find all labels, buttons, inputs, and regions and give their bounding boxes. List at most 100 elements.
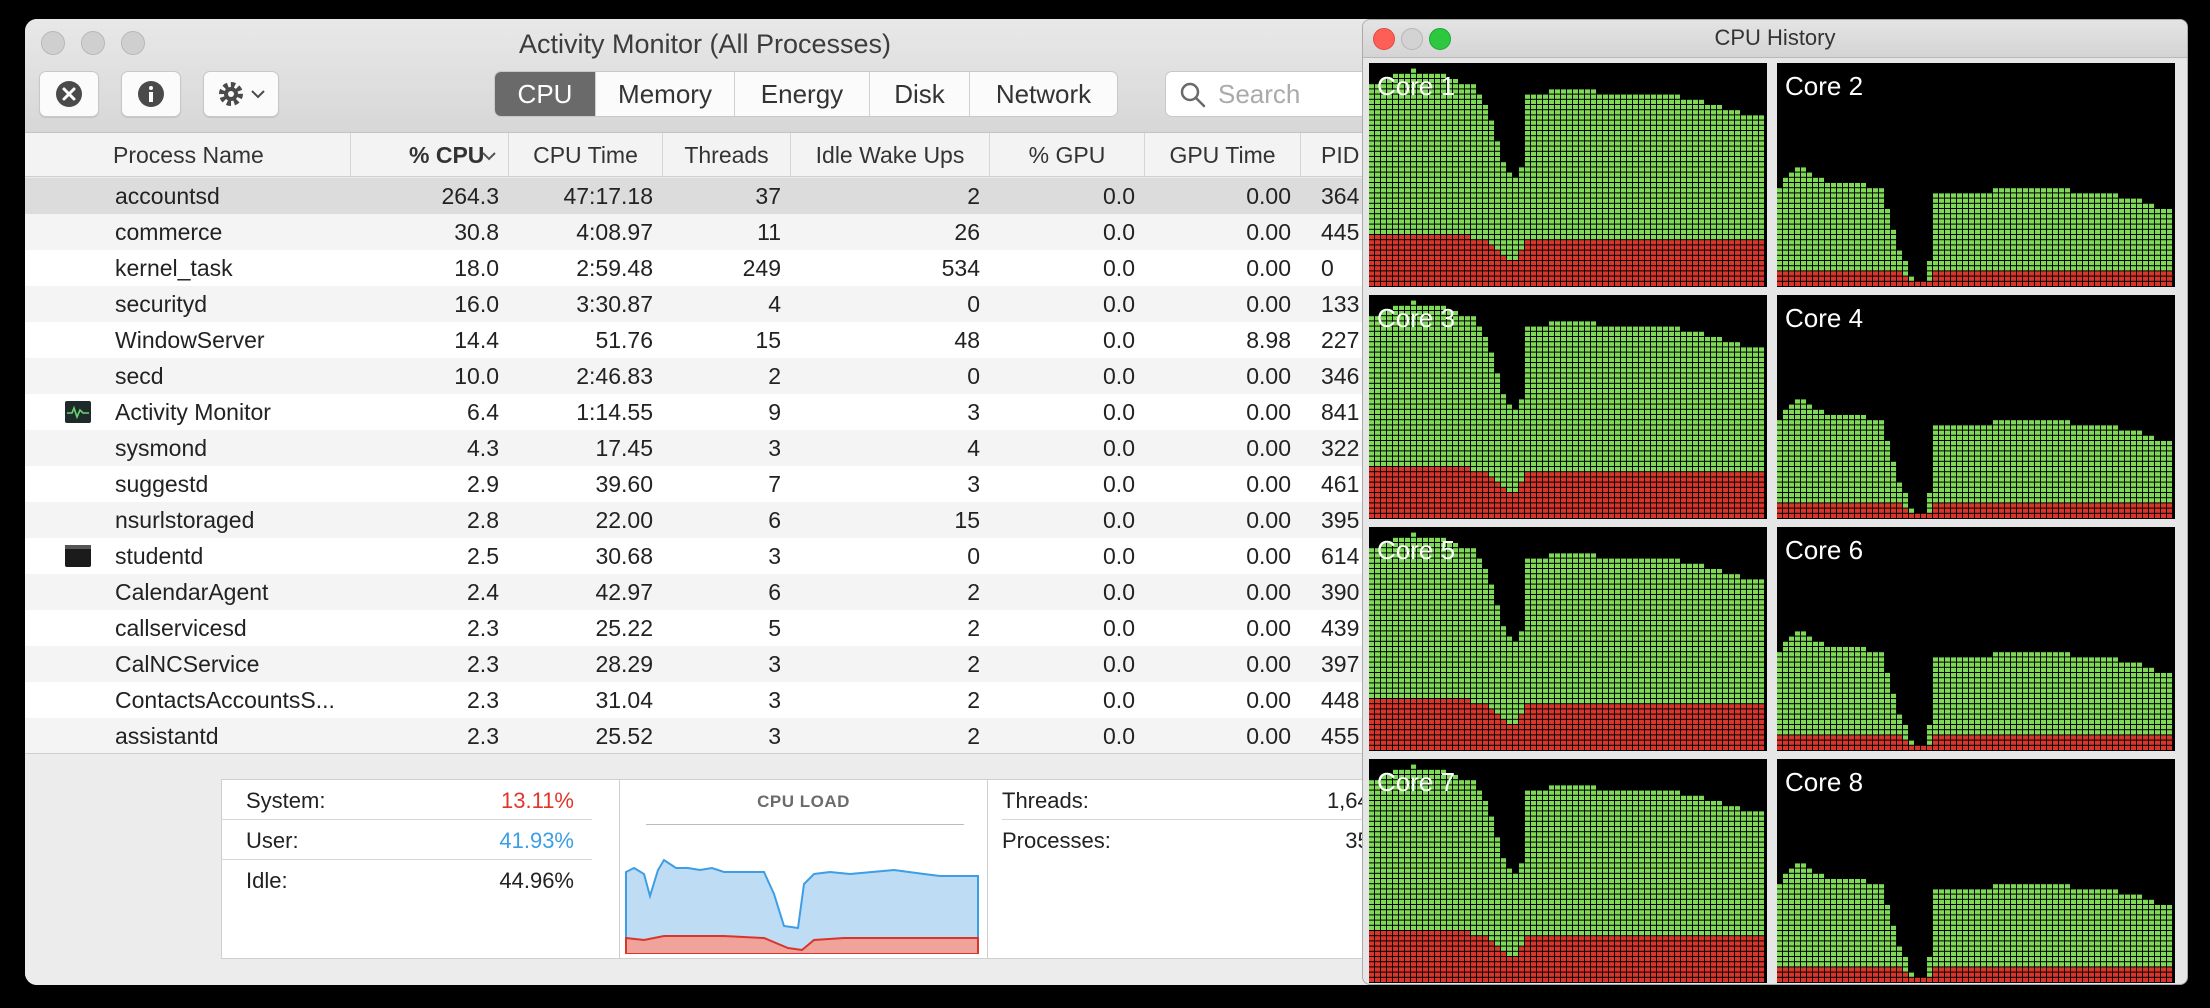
minimize-window-button[interactable] <box>81 31 105 55</box>
tab-disk[interactable]: Disk <box>870 72 970 116</box>
history-zoom-button[interactable] <box>1429 28 1451 50</box>
process-name-cell: WindowServer <box>115 327 265 353</box>
table-row[interactable]: CalendarAgent 2.4 42.97 6 2 0.0 0.00 390 <box>25 574 1405 610</box>
threads-cell: 11 <box>757 219 781 245</box>
core-4-graph: Core 4 <box>1777 295 2175 519</box>
idle-wake-ups-cell: 3 <box>967 399 980 425</box>
column-header-idle-wake-ups[interactable]: Idle Wake Ups <box>791 133 990 177</box>
tab-cpu[interactable]: CPU <box>495 72 596 116</box>
column-header-gpu[interactable]: % GPU <box>990 133 1145 177</box>
threads-cell: 6 <box>768 507 781 533</box>
column-header-pid[interactable]: PID <box>1301 133 1405 177</box>
tab-memory[interactable]: Memory <box>596 72 735 116</box>
cpu-time-cell: 31.04 <box>595 687 653 713</box>
process-name-cell: callservicesd <box>115 615 247 641</box>
process-name-cell: nsurlstoraged <box>115 507 255 533</box>
cpu-cell: 2.5 <box>467 543 499 569</box>
gpu-time-cell: 0.00 <box>1246 471 1291 497</box>
stop-process-button[interactable] <box>39 71 99 117</box>
tab-network[interactable]: Network <box>995 78 1092 109</box>
process-name-cell: kernel_task <box>115 255 233 281</box>
process-name-cell: studentd <box>115 543 204 569</box>
pid-cell: 841 <box>1321 399 1360 425</box>
core-7-graph: Core 7 <box>1369 759 1767 983</box>
threads-cell: 3 <box>768 687 781 713</box>
core-8-graph: Core 8 <box>1777 759 2175 983</box>
table-row[interactable]: accountsd 264.3 47:17.18 37 2 0.0 0.00 364 <box>25 178 1405 214</box>
gpu-cell: 0.0 <box>1103 435 1135 461</box>
core-label: Core 4 <box>1785 303 1864 333</box>
cpu-time-cell: 2:59.48 <box>576 255 653 281</box>
process-name-cell: assistantd <box>115 723 219 749</box>
table-row[interactable]: assistantd 2.3 25.52 3 2 0.0 0.00 455 <box>25 718 1405 754</box>
table-row[interactable]: Activity Monitor 6.4 1:14.55 9 3 0.0 0.00 841 <box>25 394 1405 430</box>
idle-stat: Idle: 44.96% <box>222 860 592 900</box>
process-name-cell: sysmond <box>115 435 208 461</box>
column-header-cpu[interactable]: % CPU <box>351 133 509 177</box>
inspect-process-button[interactable] <box>121 71 181 117</box>
threads-cell: 3 <box>768 723 781 749</box>
table-row[interactable]: nsurlstoraged 2.8 22.00 6 15 0.0 0.00 395 <box>25 502 1405 538</box>
table-row[interactable]: WindowServer 14.4 51.76 15 48 0.0 8.98 227 <box>25 322 1405 358</box>
column-header-gpu-time[interactable]: GPU Time <box>1145 133 1301 177</box>
table-row[interactable]: commerce 30.8 4:08.97 11 26 0.0 0.00 445 <box>25 214 1405 250</box>
idle-wake-ups-cell: 2 <box>967 651 980 677</box>
process-name-cell: Activity Monitor <box>115 399 271 425</box>
threads-cell: 6 <box>768 579 781 605</box>
gpu-cell: 0.0 <box>1103 291 1135 317</box>
table-row[interactable]: securityd 16.0 3:30.87 4 0 0.0 0.00 133 <box>25 286 1405 322</box>
gpu-time-cell: 0.00 <box>1246 651 1291 677</box>
cpu-cell: 2.3 <box>467 615 499 641</box>
idle-wake-ups-cell: 0 <box>967 363 980 389</box>
core-label: Core 2 <box>1785 71 1864 101</box>
system-label: System: <box>246 788 326 813</box>
window-title: Activity Monitor (All Processes) <box>518 29 892 59</box>
zoom-window-button[interactable] <box>121 31 145 55</box>
table-row[interactable]: studentd 2.5 30.68 3 0 0.0 0.00 614 <box>25 538 1405 574</box>
tab-energy[interactable]: Energy <box>735 72 870 116</box>
cpu-load-chart <box>625 858 979 954</box>
gpu-time-cell: 0.00 <box>1246 579 1291 605</box>
history-minimize-button[interactable] <box>1401 28 1423 50</box>
column-header-cpu-label: % CPU <box>409 142 485 168</box>
column-header-process-name[interactable]: Process Name <box>25 133 351 177</box>
core-label: Core 3 <box>1377 303 1456 333</box>
threads-cell: 249 <box>742 255 781 281</box>
cpu-cell: 2.3 <box>467 651 499 677</box>
column-header-cpu-time[interactable]: CPU Time <box>509 133 663 177</box>
idle-value: 44.96% <box>499 868 574 893</box>
cpu-history-title-bar: CPU History <box>1363 20 2187 58</box>
process-name-cell: CalNCService <box>115 651 260 677</box>
cpu-cell: 6.4 <box>467 399 499 425</box>
processes-stat: Processes: 356 <box>1002 820 1382 860</box>
table-row[interactable]: secd 10.0 2:46.83 2 0 0.0 0.00 346 <box>25 358 1405 394</box>
history-close-button[interactable] <box>1373 28 1395 50</box>
core-usage-bars <box>1777 399 2172 518</box>
cpu-history-window: CPU History Core 1 Core 2 Core 3 Core 4 Core… <box>1362 19 2188 985</box>
table-row[interactable]: ContactsAccountsS... 2.3 31.04 3 2 0.0 0.00 448 <box>25 682 1405 718</box>
gpu-cell: 0.0 <box>1103 327 1135 353</box>
table-header: Process Name % CPU CPU Time Threads Idle… <box>25 133 1405 177</box>
gpu-cell: 0.0 <box>1103 651 1135 677</box>
process-name-cell: CalendarAgent <box>115 579 269 605</box>
cpu-cell: 30.8 <box>454 219 499 245</box>
pid-cell: 133 <box>1321 291 1360 317</box>
search-icon <box>1180 82 1206 108</box>
pid-cell: 346 <box>1321 363 1360 389</box>
process-table: accountsd 264.3 47:17.18 37 2 0.0 0.00 364 comme… <box>25 178 1405 754</box>
table-row[interactable]: kernel_task 18.0 2:59.48 249 534 0.0 0.00 0 <box>25 250 1405 286</box>
cpu-time-cell: 17.45 <box>595 435 653 461</box>
pid-cell: 614 <box>1321 543 1360 569</box>
gpu-cell: 0.0 <box>1103 687 1135 713</box>
action-menu-button[interactable] <box>203 71 279 117</box>
cpu-cell: 2.3 <box>467 687 499 713</box>
table-row[interactable]: suggestd 2.9 39.60 7 3 0.0 0.00 461 <box>25 466 1405 502</box>
threads-cell: 3 <box>768 543 781 569</box>
table-row[interactable]: sysmond 4.3 17.45 3 4 0.0 0.00 322 <box>25 430 1405 466</box>
process-name-cell: accountsd <box>115 183 220 209</box>
column-header-threads[interactable]: Threads <box>663 133 791 177</box>
close-window-button[interactable] <box>41 31 65 55</box>
table-row[interactable]: callservicesd 2.3 25.22 5 2 0.0 0.00 439 <box>25 610 1405 646</box>
table-row[interactable]: CalNCService 2.3 28.29 3 2 0.0 0.00 397 <box>25 646 1405 682</box>
idle-label: Idle: <box>246 868 288 893</box>
